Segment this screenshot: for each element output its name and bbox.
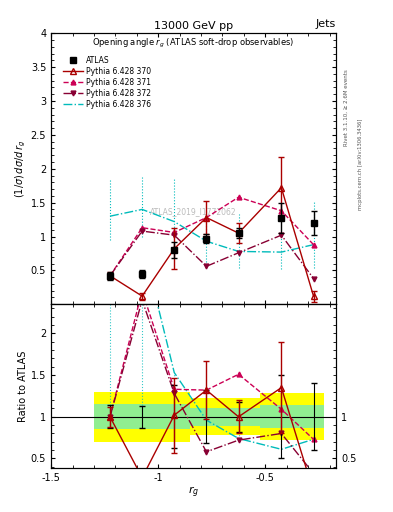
- Bar: [303, 405, 324, 429]
- Text: Jets: Jets: [316, 19, 336, 29]
- Text: ATLAS_2019_I1772062: ATLAS_2019_I1772062: [150, 208, 237, 217]
- Y-axis label: Ratio to ATLAS: Ratio to ATLAS: [18, 351, 28, 422]
- Bar: [303, 393, 324, 440]
- Text: Opening angle $r_g$ (ATLAS soft-drop observables): Opening angle $r_g$ (ATLAS soft-drop obs…: [92, 37, 295, 51]
- Text: Rivet 3.1.10, ≥ 2.6M events: Rivet 3.1.10, ≥ 2.6M events: [344, 69, 349, 146]
- Title: 13000 GeV pp: 13000 GeV pp: [154, 21, 233, 31]
- Bar: [94, 404, 126, 429]
- Bar: [260, 393, 303, 440]
- Bar: [158, 392, 190, 442]
- Bar: [190, 398, 222, 435]
- Bar: [222, 398, 260, 435]
- Bar: [94, 392, 126, 442]
- Bar: [158, 404, 190, 429]
- Bar: [126, 392, 158, 442]
- Bar: [222, 408, 260, 426]
- Bar: [126, 404, 158, 429]
- Bar: [260, 405, 303, 429]
- Bar: [190, 408, 222, 426]
- Legend: ATLAS, Pythia 6.428 370, Pythia 6.428 371, Pythia 6.428 372, Pythia 6.428 376: ATLAS, Pythia 6.428 370, Pythia 6.428 37…: [63, 56, 151, 109]
- Text: mcplots.cern.ch [arXiv:1306.3436]: mcplots.cern.ch [arXiv:1306.3436]: [358, 118, 363, 209]
- Y-axis label: $(1/\sigma)\,d\sigma/d\,r_g$: $(1/\sigma)\,d\sigma/d\,r_g$: [13, 140, 28, 198]
- X-axis label: $r_g$: $r_g$: [188, 485, 199, 500]
